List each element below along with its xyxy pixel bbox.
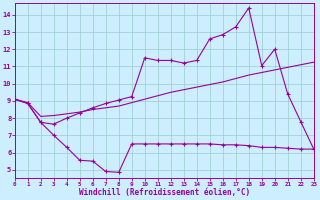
X-axis label: Windchill (Refroidissement éolien,°C): Windchill (Refroidissement éolien,°C) xyxy=(79,188,250,197)
